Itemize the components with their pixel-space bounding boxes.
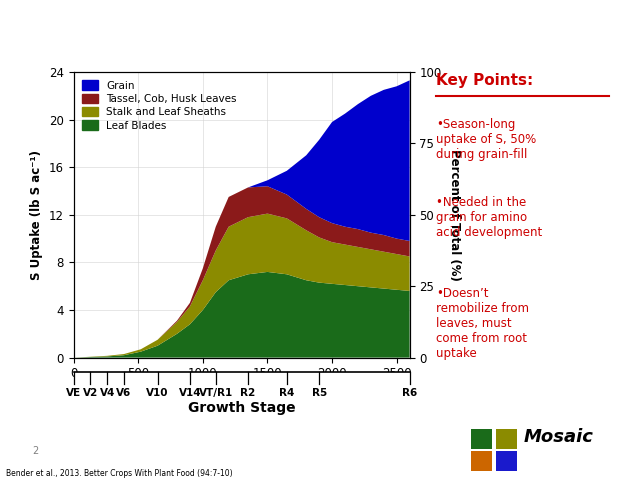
X-axis label: GDD$_F$: GDD$_F$ bbox=[220, 384, 263, 401]
Text: VT/R1: VT/R1 bbox=[198, 388, 233, 398]
Text: V6: V6 bbox=[116, 388, 132, 398]
Text: R4: R4 bbox=[279, 388, 294, 398]
Bar bbox=[496, 451, 517, 471]
Text: •Season-long
uptake of S, 50%
during grain-fill: •Season-long uptake of S, 50% during gra… bbox=[436, 119, 536, 161]
Text: Growth Stage: Growth Stage bbox=[188, 401, 296, 415]
Legend: Grain, Tassel, Cob, Husk Leaves, Stalk and Leaf Sheaths, Leaf Blades: Grain, Tassel, Cob, Husk Leaves, Stalk a… bbox=[79, 77, 239, 134]
Text: V4: V4 bbox=[99, 388, 115, 398]
Text: 2: 2 bbox=[32, 445, 38, 456]
Text: Bender et al., 2013. Better Crops With Plant Food (94:7-10): Bender et al., 2013. Better Crops With P… bbox=[6, 468, 233, 478]
Y-axis label: S Uptake (lb S ac⁻¹): S Uptake (lb S ac⁻¹) bbox=[30, 150, 44, 280]
Text: R2: R2 bbox=[241, 388, 256, 398]
Bar bbox=[471, 429, 492, 449]
Text: V2: V2 bbox=[83, 388, 98, 398]
Text: •Doesn’t
remobilize from
leaves, must
come from root
uptake: •Doesn’t remobilize from leaves, must co… bbox=[436, 287, 529, 360]
Text: R5: R5 bbox=[312, 388, 327, 398]
Text: V10: V10 bbox=[147, 388, 169, 398]
Text: Sulfur Uptake in Corn – 230 Bu/Ac: Sulfur Uptake in Corn – 230 Bu/Ac bbox=[82, 19, 558, 43]
Y-axis label: Percent of Total (%): Percent of Total (%) bbox=[448, 149, 461, 281]
Text: Key Points:: Key Points: bbox=[436, 73, 533, 88]
Bar bbox=[496, 429, 517, 449]
Text: R6: R6 bbox=[402, 388, 417, 398]
Text: V14: V14 bbox=[179, 388, 201, 398]
Text: Mosaic: Mosaic bbox=[524, 428, 594, 446]
Bar bbox=[471, 451, 492, 471]
Text: VE: VE bbox=[66, 388, 81, 398]
Text: •Needed in the
grain for amino
acid development: •Needed in the grain for amino acid deve… bbox=[436, 195, 542, 239]
